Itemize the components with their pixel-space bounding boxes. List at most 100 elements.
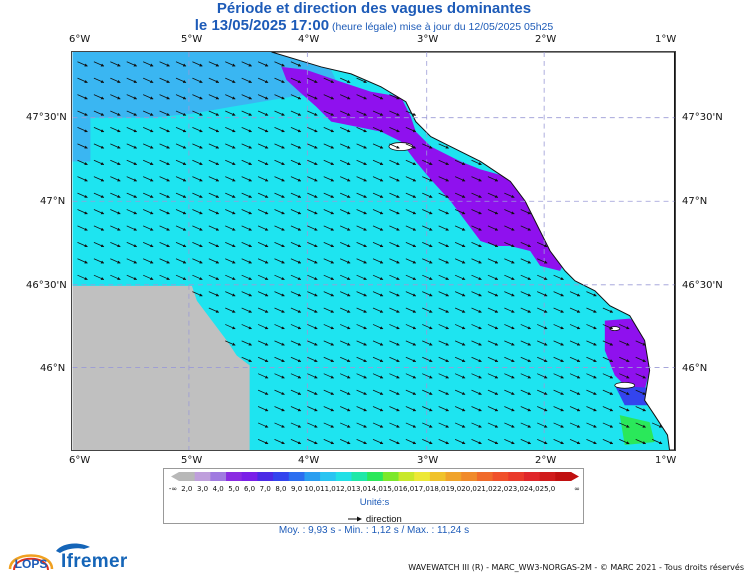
wave-direction-arrow — [241, 209, 252, 215]
arrow-icon — [348, 516, 363, 522]
direction-arrows — [77, 61, 663, 445]
wave-direction-arrow — [487, 422, 499, 428]
wave-direction-arrow — [192, 291, 203, 297]
wave-direction-arrow — [602, 389, 614, 395]
wave-direction-arrow — [438, 340, 449, 346]
wave-direction-arrow — [225, 143, 236, 149]
wave-direction-arrow — [208, 94, 220, 100]
legend-bin-label: 15,0 — [382, 485, 399, 493]
wave-direction-arrow — [77, 61, 88, 67]
lon-tick-bottom: 1°W — [655, 455, 677, 466]
wave-direction-arrow — [110, 77, 121, 83]
wave-direction-arrow — [471, 307, 482, 313]
island — [614, 381, 636, 389]
wave-direction-arrow — [389, 127, 400, 133]
wave-direction-arrow — [257, 373, 269, 379]
wave-direction-arrow — [192, 225, 203, 231]
wave-direction-arrow — [454, 438, 466, 445]
wave-direction-arrow — [454, 258, 466, 264]
wave-direction-arrow — [192, 176, 203, 182]
wave-direction-arrow — [126, 94, 138, 100]
wave-direction-arrow — [175, 274, 187, 280]
wave-direction-arrow — [290, 209, 302, 215]
wave-direction-arrow — [389, 406, 400, 412]
wave-direction-arrow — [159, 127, 170, 133]
wave-direction-arrow — [471, 192, 482, 198]
wave-direction-arrow — [142, 77, 154, 83]
wave-direction-arrow — [340, 225, 351, 231]
lon-tick-bottom: 6°W — [69, 455, 91, 466]
wave-direction-arrow — [438, 225, 449, 231]
wave-direction-arrow — [192, 192, 203, 198]
wave-direction-arrow — [471, 324, 482, 330]
wave-direction-arrow — [405, 209, 417, 215]
wave-direction-arrow — [126, 241, 138, 248]
wave-direction-arrow — [77, 143, 88, 149]
wave-direction-arrow — [438, 438, 449, 445]
wave-direction-arrow — [192, 127, 203, 133]
wave-direction-arrow — [422, 356, 433, 363]
legend-bin-label: 11,0 — [320, 485, 336, 493]
wave-direction-arrow — [257, 258, 269, 264]
wave-direction-arrow — [454, 324, 466, 330]
wave-direction-arrow — [274, 127, 285, 133]
wave-direction-arrow — [340, 209, 351, 215]
wave-direction-arrow — [225, 159, 236, 165]
wave-direction-arrow — [290, 389, 302, 395]
wave-direction-arrow — [569, 307, 581, 313]
wave-direction-arrow — [487, 274, 499, 280]
wave-direction-arrow — [372, 324, 384, 330]
wave-direction-arrow — [290, 340, 302, 346]
wave-direction-arrow — [241, 340, 252, 346]
wave-direction-arrow — [323, 127, 335, 133]
short-period-zone — [604, 318, 650, 391]
wave-direction-arrow — [126, 176, 138, 182]
wave-direction-arrow — [504, 356, 515, 363]
wave-direction-arrow — [290, 438, 302, 445]
wave-direction-arrow — [142, 110, 154, 116]
wave-direction-arrow — [93, 77, 105, 83]
legend-bin-label: 18,0 — [429, 485, 446, 493]
wave-direction-arrow — [307, 192, 318, 198]
wave-direction-arrow — [520, 225, 532, 231]
wave-direction-arrow — [454, 176, 466, 182]
legend-bin-label: 24,0 — [524, 485, 540, 493]
wave-direction-arrow — [307, 159, 318, 165]
wave-direction-arrow — [323, 258, 335, 264]
legend-bin-label: 9,0 — [291, 485, 303, 493]
wave-direction-arrow — [487, 291, 499, 297]
wave-direction-arrow — [77, 94, 88, 100]
wave-direction-arrow — [274, 77, 285, 83]
wave-direction-arrow — [126, 192, 138, 198]
wave-direction-arrow — [340, 94, 351, 100]
wave-direction-arrow — [257, 307, 269, 313]
wave-direction-arrow — [504, 192, 515, 198]
wave-direction-arrow — [471, 159, 482, 165]
wave-direction-arrow — [422, 324, 433, 330]
wave-direction-arrow — [126, 110, 138, 116]
wave-direction-arrow — [438, 389, 449, 395]
wave-direction-arrow — [307, 143, 318, 149]
wave-direction-arrow — [372, 406, 384, 412]
wave-direction-arrow — [504, 307, 515, 313]
wave-direction-arrow — [257, 209, 269, 215]
long-period-zone — [619, 415, 655, 446]
wave-direction-arrow — [422, 438, 433, 445]
wave-direction-arrow — [553, 373, 564, 379]
wave-direction-arrow — [520, 438, 532, 445]
wave-direction-arrow — [340, 422, 351, 428]
wave-direction-arrow — [487, 258, 499, 264]
wave-direction-arrow — [225, 176, 236, 182]
wave-direction-arrow — [438, 356, 449, 363]
wave-direction-arrow — [422, 209, 433, 215]
wave-direction-arrow — [356, 422, 367, 428]
wave-direction-arrow — [454, 307, 466, 313]
wave-direction-arrow — [651, 438, 663, 445]
colorbar-bin — [523, 472, 541, 481]
wave-direction-arrow — [93, 258, 105, 264]
wave-direction-arrow — [405, 389, 417, 395]
wave-direction-arrow — [356, 291, 367, 297]
wave-direction-arrow — [602, 324, 614, 330]
wave-direction-arrow — [504, 291, 515, 297]
colorbar-bin — [445, 472, 462, 481]
